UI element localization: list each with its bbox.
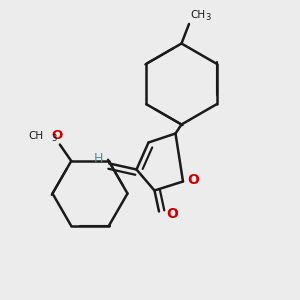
Text: 3: 3 [206, 14, 211, 22]
Text: 3: 3 [52, 134, 57, 143]
Text: CH: CH [28, 131, 44, 141]
Text: O: O [52, 128, 63, 142]
Text: H: H [93, 152, 103, 165]
Text: CH: CH [190, 11, 206, 20]
Text: O: O [188, 173, 200, 187]
Text: O: O [167, 208, 178, 221]
